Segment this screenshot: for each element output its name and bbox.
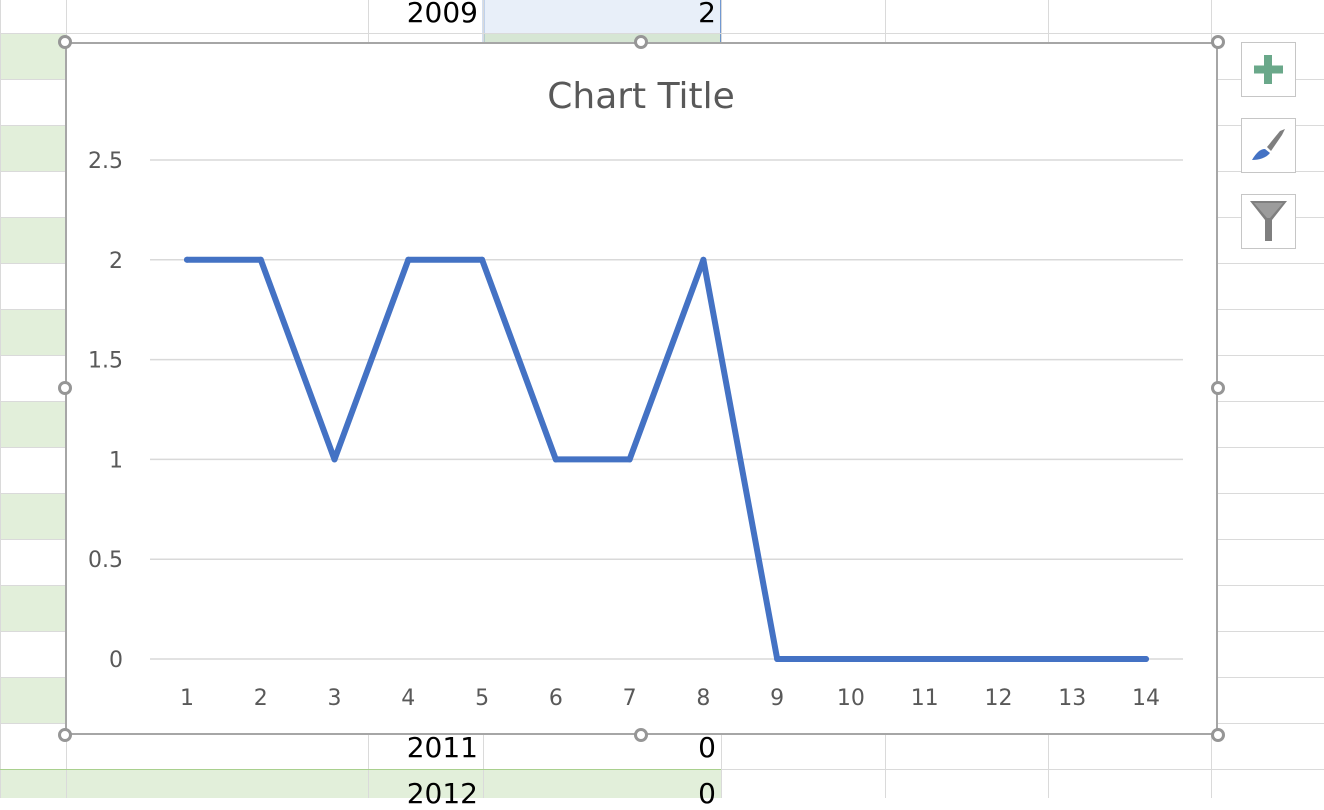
x-tick-label: 8 [696,686,710,711]
data-point[interactable] [257,256,264,263]
series-line[interactable] [184,256,1149,662]
resize-handle-bottom-left[interactable] [58,728,72,742]
x-tick-label: 3 [328,686,342,711]
cell-year-2009[interactable]: 2009 [406,0,478,29]
y-tick-label: 0 [109,648,123,673]
resize-handle-top-right[interactable] [1211,35,1225,49]
cell-value-2011[interactable]: 0 [698,731,716,764]
funnel-icon [1250,201,1287,241]
x-tick-label: 9 [770,686,784,711]
y-tick-label: 0.5 [88,548,123,573]
table-band-row [0,217,66,263]
table-band-row [0,585,66,631]
chart-styles-button[interactable] [1241,118,1296,173]
x-tick-label: 13 [1058,686,1086,711]
data-point[interactable] [774,656,781,662]
x-axis-labels[interactable]: 1 2 3 4 5 6 7 8 9 10 11 12 13 14 [180,686,1160,711]
chart-filters-button[interactable] [1241,194,1296,249]
table-band-row [483,33,721,43]
x-tick-label: 4 [401,686,415,711]
chart-title[interactable]: Chart Title [547,76,735,117]
table-band-row [0,677,66,723]
data-point[interactable] [700,256,707,263]
series-1[interactable] [184,256,1149,662]
gridlines [150,159,1183,660]
chart-area[interactable] [65,42,1218,735]
x-tick-label: 14 [1132,686,1160,711]
data-point[interactable] [1069,656,1076,662]
table-band-row [0,309,66,355]
resize-handle-top-left[interactable] [58,35,72,49]
x-tick-label: 12 [984,686,1012,711]
table-band-row [0,493,66,539]
table-band-row [0,33,66,79]
y-tick-label: 2.5 [88,149,123,174]
resize-handle-right[interactable] [1211,381,1225,395]
x-tick-label: 10 [837,686,865,711]
resize-handle-top[interactable] [634,35,648,49]
data-point[interactable] [479,256,486,263]
chart-elements-button[interactable] [1241,42,1296,97]
selected-cell[interactable] [483,0,721,33]
x-tick-label: 2 [254,686,268,711]
table-band-row [0,401,66,447]
data-point[interactable] [1143,656,1149,662]
table-band-row [0,125,66,171]
cell-value-2009[interactable]: 2 [698,0,716,29]
data-point[interactable] [405,256,412,263]
table-band-row [0,769,721,798]
paintbrush-icon [1252,129,1285,160]
resize-handle-bottom[interactable] [634,728,648,742]
cell-year-2011[interactable]: 2011 [406,731,478,764]
x-tick-label: 1 [180,686,194,711]
data-point[interactable] [184,256,190,263]
x-tick-label: 7 [623,686,637,711]
data-point[interactable] [921,656,928,662]
resize-handle-left[interactable] [58,381,72,395]
plus-icon [1254,55,1283,84]
y-tick-label: 1 [109,448,123,473]
data-point[interactable] [847,656,854,662]
x-tick-label: 6 [549,686,563,711]
x-tick-label: 11 [911,686,939,711]
x-tick-label: 5 [475,686,489,711]
y-tick-label: 1.5 [88,349,123,374]
y-tick-label: 2 [109,249,123,274]
resize-handle-bottom-right[interactable] [1211,728,1225,742]
data-point[interactable] [331,456,338,463]
data-point[interactable] [626,456,633,463]
data-point[interactable] [995,656,1002,662]
data-point[interactable] [552,456,559,463]
y-axis-labels[interactable]: 0 0.5 1 1.5 2 2.5 [88,149,123,673]
